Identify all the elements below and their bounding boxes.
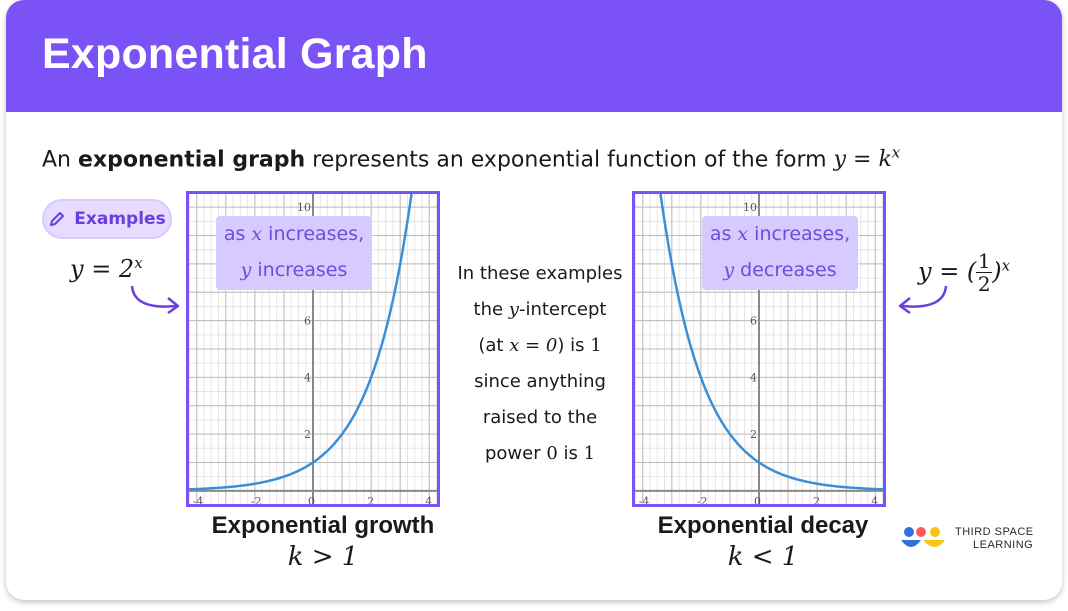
pencil-icon <box>50 212 65 226</box>
page-title: Exponential Graph <box>42 30 428 78</box>
growth-label: Exponential growth <box>211 512 435 539</box>
decay-x-tick-label: 2 <box>813 495 820 507</box>
growth-x-tick-label: 4 <box>425 495 432 507</box>
decay-curve <box>658 191 885 491</box>
growth-condition: k > 1 <box>287 542 359 572</box>
growth-y-tick-label: 10 <box>297 201 311 214</box>
decay-x-tick-label: -2 <box>697 495 708 507</box>
decay-x-tick-label: -4 <box>639 495 650 507</box>
decay-x-tick-label: 0 <box>754 495 761 507</box>
growth-x-tick-label: 0 <box>308 495 315 507</box>
decay-condition: k < 1 <box>727 542 799 572</box>
decay-callout: as x increases, y decreases <box>702 216 858 290</box>
growth-y-tick-label: 6 <box>304 315 311 328</box>
growth-x-tick-label: -2 <box>251 495 262 507</box>
header-bar: Exponential Graph <box>6 0 1062 112</box>
logo-mark-icon <box>901 527 945 547</box>
logo-line-2: LEARNING <box>973 539 1034 551</box>
logo-line-1: THIRD SPACE <box>955 526 1034 538</box>
examples-label: Examples <box>74 209 166 229</box>
growth-x-tick-label: -4 <box>193 495 204 507</box>
decay-y-tick-label: 4 <box>750 371 757 384</box>
growth-curve <box>187 191 414 491</box>
examples-button[interactable]: Examples <box>42 199 172 239</box>
intro-formula: y = kx <box>833 144 901 173</box>
arrow-to-growth-graph-icon <box>130 285 180 315</box>
growth-x-tick-label: 2 <box>367 495 374 507</box>
intro-sentence: An exponential graph represents an expon… <box>42 144 901 173</box>
growth-y-tick-label: 2 <box>304 428 311 441</box>
growth-y-tick-label: 4 <box>304 371 311 384</box>
decay-y-tick-label: 10 <box>743 201 757 214</box>
decay-equation: y = (1 2)x <box>918 249 1011 296</box>
growth-frame <box>186 191 440 507</box>
decay-y-tick-label: 2 <box>750 428 757 441</box>
third-space-learning-logo: THIRD SPACE LEARNING <box>899 524 1034 554</box>
lesson-card: Exponential Graph An exponential graph r… <box>6 0 1062 600</box>
decay-frame <box>632 191 886 507</box>
growth-callout: as x increases, y increases <box>216 216 372 290</box>
intro-bold-term: exponential graph <box>78 147 306 173</box>
decay-y-tick-label: 6 <box>750 315 757 328</box>
arrow-to-decay-graph-icon <box>898 285 948 315</box>
growth-equation: y = 2x <box>70 254 143 283</box>
y-intercept-note: In these examples the y-intercept (at x … <box>457 263 623 464</box>
decay-label: Exponential decay <box>657 512 869 539</box>
decay-x-tick-label: 4 <box>871 495 878 507</box>
